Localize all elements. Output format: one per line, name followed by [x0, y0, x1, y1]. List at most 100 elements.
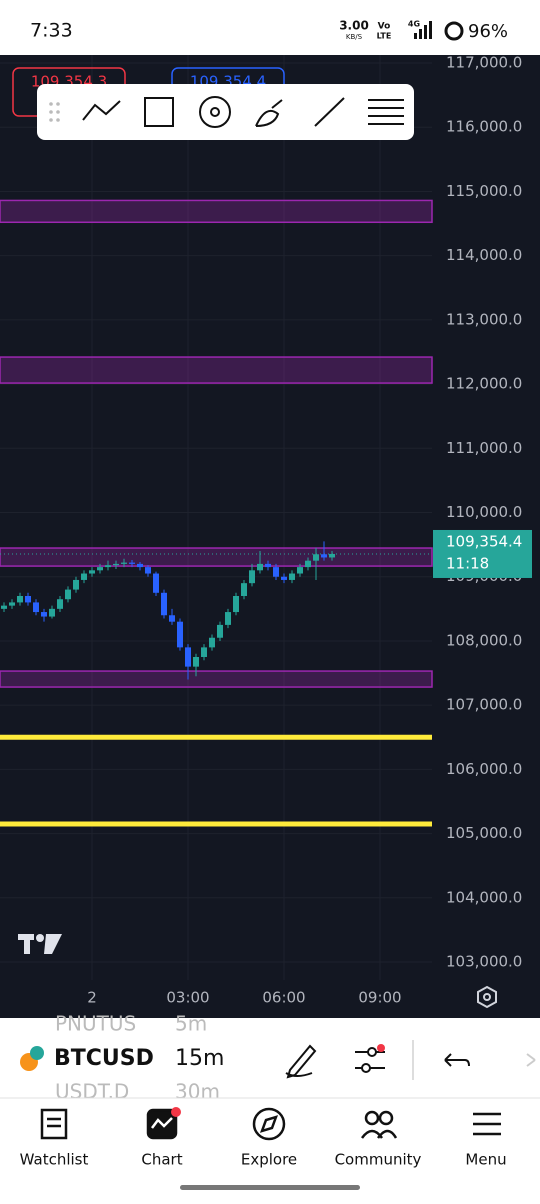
candle-body	[105, 565, 111, 568]
prev-interval[interactable]: 5m	[175, 1012, 207, 1036]
candle-body	[257, 563, 263, 571]
candle-body	[169, 615, 175, 622]
brush-tool[interactable]	[255, 99, 283, 127]
candle-body	[297, 567, 303, 574]
candle-body	[217, 624, 223, 638]
nav-label[interactable]: Chart	[141, 1151, 182, 1169]
symbol[interactable]: BTCUSD	[54, 1046, 154, 1071]
menu-icon[interactable]	[473, 1112, 501, 1136]
drawing-toolbar	[37, 84, 414, 140]
last-price-label: 109,354.4	[446, 532, 522, 550]
candle-body	[65, 589, 71, 600]
nav-label[interactable]: Watchlist	[20, 1151, 89, 1169]
line-tool[interactable]	[314, 97, 345, 127]
y-tick-label: 105,000.0	[446, 824, 522, 842]
candle-body	[233, 596, 239, 613]
candle-body	[25, 596, 31, 603]
y-tick-label: 106,000.0	[446, 760, 522, 778]
clock: 7:33	[30, 20, 73, 42]
candle-body	[321, 554, 327, 558]
zone	[0, 356, 433, 384]
y-tick-label: 115,000.0	[446, 182, 522, 200]
indicators-button[interactable]	[355, 1047, 385, 1073]
bottom-nav	[0, 1098, 540, 1200]
shape-tool[interactable]	[144, 97, 174, 127]
nav-label[interactable]: Explore	[241, 1151, 297, 1169]
home-indicator	[180, 1185, 360, 1190]
candle-body	[1, 605, 7, 609]
x-tick-label: 06:00	[262, 989, 305, 1007]
x-tick-label: 03:00	[166, 989, 209, 1007]
circle-tool[interactable]	[199, 96, 231, 128]
y-tick-label: 116,000.0	[446, 118, 522, 136]
countdown-label: 11:18	[446, 554, 489, 572]
candle-body	[289, 573, 295, 580]
zone	[0, 670, 433, 688]
volte-lte: LTE	[377, 32, 392, 41]
candle-body	[129, 562, 135, 564]
signal-icon	[414, 21, 432, 39]
zone	[0, 199, 433, 224]
indicator-dot	[377, 1044, 385, 1052]
candle-body	[201, 647, 207, 658]
undo-button[interactable]	[444, 1053, 470, 1067]
candle-body	[329, 553, 335, 558]
candle-body	[265, 563, 271, 568]
candle-body	[305, 560, 311, 568]
chart: 117,000.0 116,000.0 115,000.0 114,000.0 113,…	[0, 54, 532, 1007]
prev-symbol[interactable]: PNUTUS	[55, 1012, 136, 1036]
y-tick-label: 110,000.0	[446, 503, 522, 521]
candle-body	[49, 608, 55, 617]
candle-body	[17, 596, 23, 603]
tv-logo	[18, 934, 62, 954]
speed: 3.00	[339, 19, 369, 33]
candle-body	[313, 554, 319, 561]
nav-label[interactable]: Community	[335, 1151, 422, 1169]
watchlist-icon[interactable]	[40, 1108, 68, 1140]
zone	[0, 547, 433, 567]
candle-body	[145, 567, 151, 574]
more-tool[interactable]	[368, 99, 404, 125]
battery-icon	[444, 21, 464, 41]
redo-button[interactable]	[526, 1053, 536, 1067]
community-icon[interactable]	[360, 1110, 398, 1139]
candle-body	[153, 573, 159, 593]
volte: Vo	[378, 22, 391, 32]
candle-body	[273, 567, 279, 577]
candle-body	[281, 576, 287, 580]
nav-label[interactable]: Menu	[465, 1151, 506, 1169]
y-tick-label: 108,000.0	[446, 631, 522, 649]
last-price-box	[433, 529, 532, 578]
draw-button[interactable]	[285, 1044, 317, 1079]
candle-body	[161, 592, 167, 616]
symbol-bar	[0, 1018, 540, 1098]
settings-icon[interactable]	[477, 985, 497, 1009]
y-tick-label: 114,000.0	[446, 246, 522, 264]
candle-body	[249, 570, 255, 584]
y-tick-label: 113,000.0	[446, 310, 522, 328]
trend-tool[interactable]	[82, 100, 121, 121]
speed-unit: KB/S	[346, 33, 363, 41]
candle-body	[89, 570, 95, 574]
candle-body	[121, 562, 127, 564]
interval[interactable]: 15m	[175, 1046, 224, 1071]
candle-body	[57, 599, 63, 609]
candle-body	[9, 602, 15, 606]
candle-body	[33, 602, 39, 613]
explore-icon[interactable]	[252, 1107, 286, 1141]
candle-body	[193, 657, 199, 667]
y-tick-label: 117,000.0	[446, 54, 522, 72]
y-tick-label: 104,000.0	[446, 888, 522, 906]
candle-body	[209, 637, 215, 648]
y-tick-label: 107,000.0	[446, 696, 522, 714]
candle-body	[73, 579, 79, 590]
candle-body	[241, 583, 247, 597]
battery: 96%	[468, 21, 508, 42]
x-tick-label: 09:00	[358, 989, 401, 1007]
usd-icon	[30, 1046, 44, 1060]
y-tick-label: 112,000.0	[446, 375, 522, 393]
candle-body	[81, 573, 87, 580]
candle-body	[137, 563, 143, 568]
